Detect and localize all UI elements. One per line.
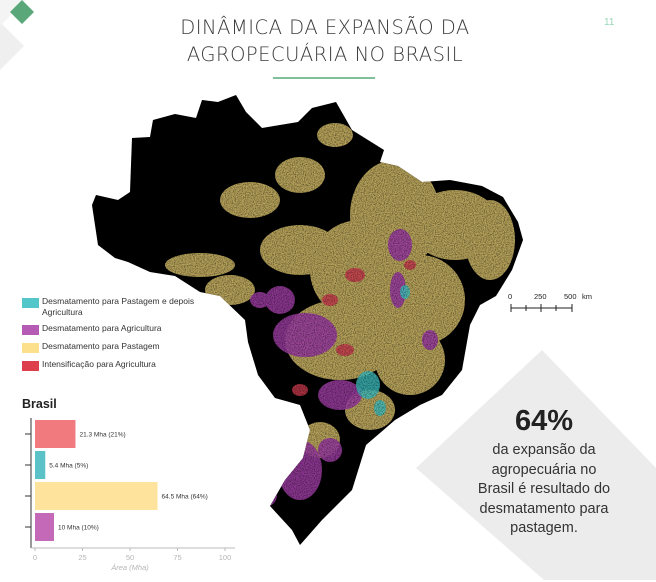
stat-line: desmatamento para [479,500,609,517]
scale-label-250: 250 [534,292,547,301]
legend-item: Desmatamento para Pastagem e depois Agri… [22,296,212,317]
stat-description: da expansão da agropecuária no Brasil é … [459,441,629,539]
stat-line: da expansão da [492,442,596,458]
legend-label: Desmatamento para Pastagem [42,341,160,351]
x-tick-label: 50 [126,553,134,562]
bar [35,420,76,448]
x-tick-label: 0 [33,553,37,562]
x-tick-label: 100 [219,553,232,562]
bar-data-label: 21.3 Mha (21%) [79,432,125,439]
title-underline [273,77,375,79]
bar-chart: 21.3 Mha (21%) 5.4 Mha (5%) 64.5 Mha (64%)… [25,418,235,572]
scale-unit: km [582,292,592,301]
bar [35,513,54,541]
green-diamond-icon [10,0,34,24]
scale-label-500: 500 [564,292,577,301]
bar-data-label: 10 Mha (10%) [58,525,99,532]
legend-label: Desmatamento para Pastagem e depois Agri… [42,296,195,317]
page-title-line-2: AGROPECUÁRIA NO BRASIL [186,43,464,66]
page-number: 11 [604,17,615,28]
chart-title: Brasil [22,397,57,411]
stat-block: 64% da expansão da agropecuária no Brasi… [459,404,629,539]
bar-data-label: 64.5 Mha (64%) [162,494,208,501]
page-title: DINÂMICA DA EXPANSÃO DA AGROPECUÁRIA NO … [150,14,500,68]
x-tick-label: 75 [173,553,181,562]
legend-swatch [22,298,39,308]
legend-item: Intensificação para Agricultura [22,359,212,371]
corner-decoration [0,0,34,70]
stat-line: Brasil é resultado do [477,481,611,497]
scale-ruler [510,304,573,312]
legend-item: Desmatamento para Pastagem [22,341,212,353]
stat-value: 64% [514,405,574,437]
legend-item: Desmatamento para Agricultura [22,323,212,335]
map-legend: Desmatamento para Pastagem e depois Agri… [22,296,212,377]
stat-line: agropecuária no [491,461,597,478]
scale-bar: 0 250 500 km [508,292,603,316]
bar-data-label: 5.4 Mha (5%) [49,463,88,470]
scale-label-0: 0 [508,292,513,301]
stat-panel-background [416,350,656,580]
page-title-line-1: DINÂMICA DA EXPANSÃO DA [180,16,470,39]
legend-swatch [22,361,39,371]
x-axis-label: Área (Mha) [110,563,149,572]
legend-swatch [22,343,39,353]
legend-label: Intensificação para Agricultura [42,359,156,369]
bar [35,451,46,479]
legend-swatch [22,325,39,335]
stat-line: pastagem. [510,520,578,536]
x-tick-label: 25 [78,553,86,562]
bar [35,482,158,510]
legend-label: Desmatamento para Agricultura [42,323,162,333]
